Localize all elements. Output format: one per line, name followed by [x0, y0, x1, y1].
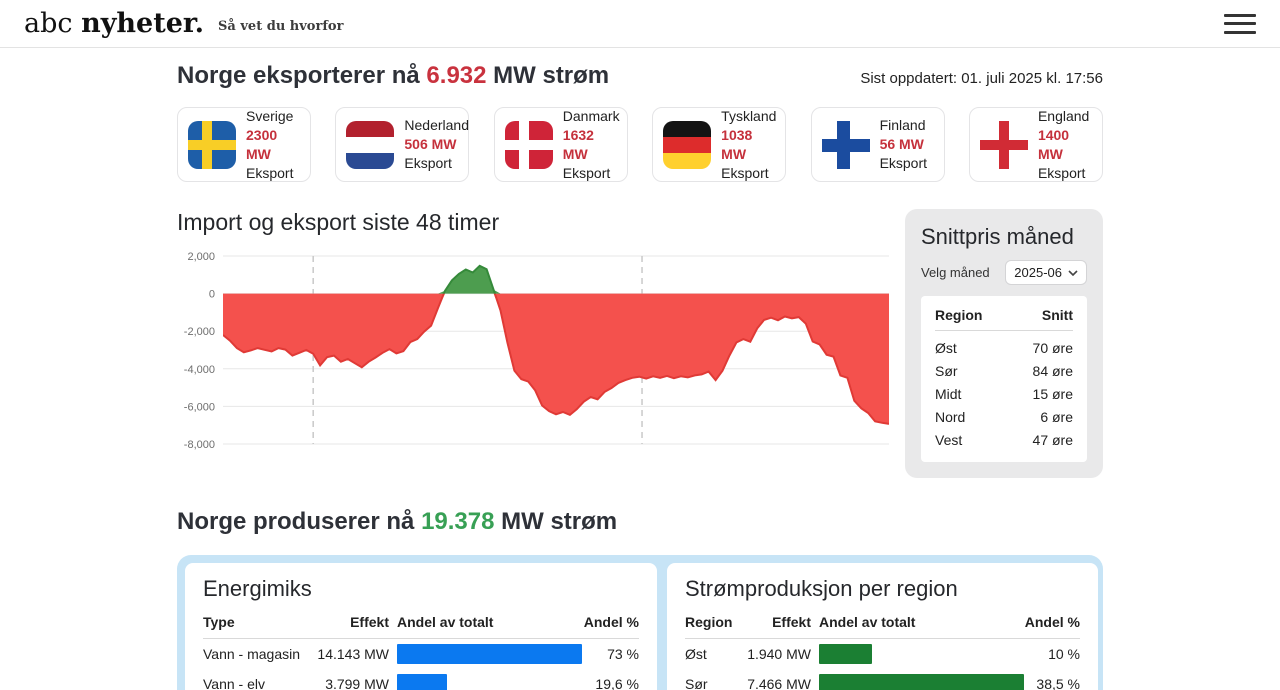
country-card-finland: Finland 56 MW Eksport — [810, 107, 945, 182]
england-flag-icon — [979, 120, 1028, 169]
chevron-down-icon — [1068, 269, 1078, 276]
export-mw-value: 1038 MW — [721, 126, 753, 162]
country-name: Tyskland — [721, 107, 777, 124]
export-label: Eksport — [879, 155, 928, 171]
region-production-title: Strømproduksjon per region — [685, 576, 958, 601]
germany-flag-icon — [663, 120, 712, 169]
country-card-england: England 1400 MW Eksport — [968, 107, 1103, 182]
export-label: Eksport — [562, 164, 611, 181]
export-title: Norge eksporterer nå 6.932 MW strøm — [177, 62, 610, 89]
production-title: Norge produserer nå 19.378 MW strøm — [177, 508, 618, 535]
share-bar — [397, 674, 447, 690]
chart-title: Import og eksport siste 48 timer — [177, 209, 500, 235]
region-production-header-row: Region Effekt Andel av totalt Andel % — [685, 614, 1080, 639]
denmark-flag-icon — [504, 120, 553, 169]
svg-text:-6,000: -6,000 — [184, 401, 215, 413]
export-mw-value: 1632 MW — [562, 126, 594, 162]
export-mw-value: 56 MW — [879, 136, 924, 152]
month-select[interactable]: 2025-06 — [1005, 260, 1087, 285]
country-name: Finland — [879, 117, 926, 133]
average-price-panel: Snittpris måned Velg måned 2025-06 Regio… — [905, 209, 1103, 478]
region-production-row-ost: Øst 1.940 MW 10 % — [685, 644, 1080, 664]
hamburger-menu-icon[interactable] — [1224, 13, 1256, 34]
export-mw-value: 506 MW — [404, 136, 457, 152]
site-logo[interactable]: abc nyheter. — [24, 8, 204, 39]
country-cards-row: Sverige 2300 MW Eksport Nederland 506 MW Eks… — [177, 107, 1103, 182]
share-bar — [819, 644, 872, 664]
svg-text:-8,000: -8,000 — [184, 439, 215, 451]
export-label: Eksport — [1037, 164, 1086, 181]
production-panels-container: Energimiks Type Effekt Andel av totalt A… — [177, 555, 1103, 690]
price-panel-title: Snittpris måned — [921, 224, 1074, 249]
select-month-label: Velg måned — [921, 265, 990, 280]
logo-nyheter: nyheter. — [81, 8, 205, 39]
production-value: 19.378 — [421, 508, 495, 535]
export-mw-value: 2300 MW — [246, 126, 278, 162]
country-name: Sverige — [246, 107, 294, 124]
export-mw-value: 1400 MW — [1037, 126, 1070, 162]
import-export-area-chart: 2,000 0 -2,000 -4,000 -6,000 -8,000 — [184, 251, 889, 451]
site-tagline: Så vet du hvorfor — [218, 19, 344, 34]
country-card-tyskland: Tyskland 1038 MW Eksport — [652, 107, 787, 182]
price-table: Region Snitt Øst 70 øre Sør 84 øre Midt 15 … — [921, 296, 1087, 462]
energy-mix-panel: Energimiks Type Effekt Andel av totalt A… — [185, 563, 657, 690]
last-updated-text: Sist oppdatert: 01. juli 2025 kl. 17:56 — [860, 70, 1103, 87]
page-content: Norge eksporterer nå 6.932 MW strøm Sist… — [177, 48, 1103, 690]
svg-text:-2,000: -2,000 — [184, 326, 215, 338]
region-production-row-sor: Sør 7.466 MW 38,5 % — [685, 669, 1080, 690]
price-col-avg: Snitt — [1041, 307, 1073, 323]
netherlands-flag-icon — [346, 120, 395, 169]
price-row-ost: Øst 70 øre — [935, 340, 1073, 356]
logo-abc: abc — [24, 8, 82, 39]
import-export-chart-section: Import og eksport siste 48 timer 2,000 0 -… — [177, 209, 889, 478]
price-row-sor: Sør 84 øre — [935, 363, 1073, 379]
share-bar — [819, 674, 1024, 690]
energy-mix-header-row: Type Effekt Andel av totalt Andel % — [203, 614, 639, 639]
region-production-panel: Strømproduksjon per region Region Effekt… — [667, 563, 1098, 690]
country-name: Nederland — [404, 117, 469, 133]
energy-mix-row-elv: Vann - elv 3.799 MW 19,6 % — [203, 669, 639, 690]
export-label: Eksport — [246, 164, 294, 181]
country-card-danmark: Danmark 1632 MW Eksport — [493, 107, 628, 182]
country-name: England — [1037, 107, 1090, 124]
finland-flag-icon — [821, 120, 870, 169]
export-label: Eksport — [721, 164, 769, 181]
site-header: abc nyheter. Så vet du hvorfor — [0, 0, 1280, 48]
price-col-region: Region — [935, 307, 983, 323]
price-row-midt: Midt 15 øre — [935, 386, 1073, 402]
country-card-nederland: Nederland 506 MW Eksport — [335, 107, 470, 182]
sweden-flag-icon — [188, 120, 236, 169]
share-bar — [397, 644, 582, 664]
svg-text:0: 0 — [209, 289, 215, 301]
price-row-vest: Vest 47 øre — [935, 432, 1073, 448]
country-name: Danmark — [562, 107, 620, 124]
export-value: 6.932 — [426, 62, 487, 89]
energy-mix-row-magasin: Vann - magasin 14.143 MW 73 % — [203, 644, 639, 664]
svg-text:2,000: 2,000 — [187, 251, 215, 263]
energy-mix-title: Energimiks — [203, 576, 312, 601]
price-row-nord: Nord 6 øre — [935, 409, 1073, 425]
export-label: Eksport — [404, 155, 452, 171]
export-heading-row: Norge eksporterer nå 6.932 MW strøm Sist… — [177, 62, 1103, 90]
svg-text:-4,000: -4,000 — [184, 364, 215, 376]
country-card-sverige: Sverige 2300 MW Eksport — [177, 107, 311, 182]
month-select-value: 2025-06 — [1014, 265, 1062, 280]
